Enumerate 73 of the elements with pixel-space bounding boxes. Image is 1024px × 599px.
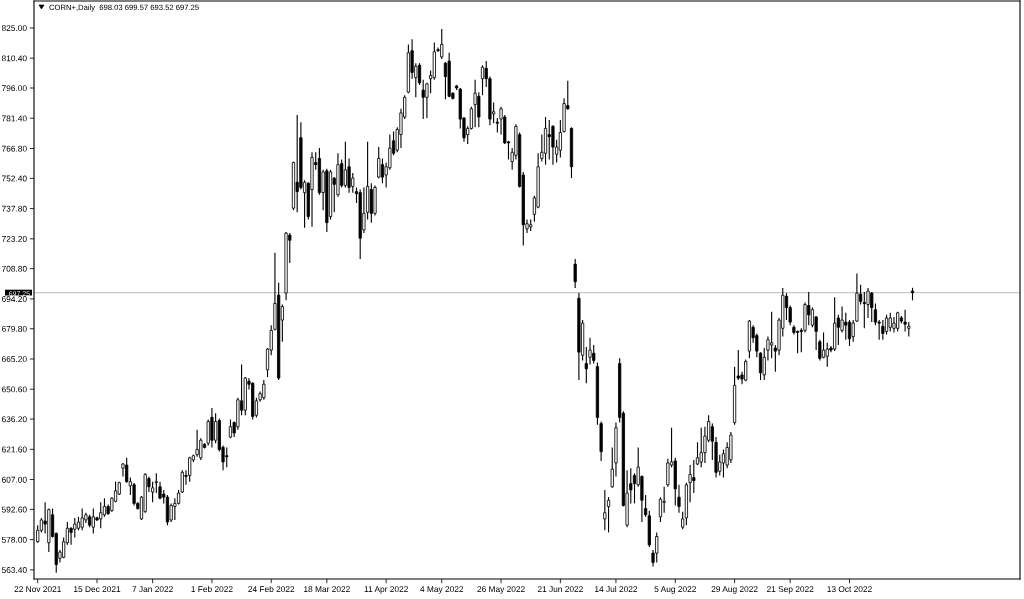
candlestick: [810, 307, 815, 328]
y-tick-label: 592.60: [1, 506, 27, 513]
candlestick: [892, 316, 896, 334]
candlestick: [699, 427, 703, 468]
candlestick: [770, 311, 774, 359]
candlestick: [380, 157, 385, 184]
x-tick-label: 7 Jan 2022: [132, 586, 173, 593]
candlestick: [573, 258, 577, 289]
candlestick: [417, 62, 422, 86]
candlestick: [377, 146, 381, 179]
candlestick: [195, 429, 199, 458]
candlestick: [870, 291, 874, 323]
y-tick-label: 636.20: [1, 416, 27, 423]
candlestick: [692, 459, 696, 494]
candlestick: [881, 319, 885, 341]
candlestick: [658, 496, 663, 523]
candlestick: [603, 489, 607, 531]
y-tick-label: 810.40: [1, 55, 27, 62]
x-tick-label: 29 Aug 2022: [711, 586, 758, 594]
candlestick: [440, 28, 444, 60]
candlestick: [721, 448, 726, 479]
candlestick: [844, 312, 848, 341]
y-tick-label: 578.00: [1, 536, 27, 543]
x-tick-label: 14 Jul 2022: [595, 585, 638, 593]
candlestick: [884, 314, 889, 336]
x-tick-label: 13 Oct 2022: [827, 586, 872, 593]
candlestick: [606, 496, 611, 533]
candlestick: [80, 508, 84, 531]
candlestick: [99, 501, 103, 529]
y-tick-label: 563.40: [1, 567, 27, 573]
candlestick: [551, 124, 555, 166]
candlestick: [888, 312, 892, 332]
candlestick: [210, 407, 214, 449]
candlestick: [655, 531, 659, 563]
candlestick: [343, 141, 347, 189]
y-tick-label: 665.20: [1, 356, 27, 363]
y-tick-label: 737.80: [2, 205, 27, 212]
x-tick-label: 26 May 2022: [477, 586, 525, 594]
candlestick: [225, 446, 229, 468]
candlestick: [480, 64, 485, 96]
x-tick-label: 21 Jun 2022: [537, 586, 583, 593]
x-tick-label: 22 Nov 2021: [14, 586, 61, 593]
candlestick: [758, 351, 763, 381]
candlestick: [262, 379, 266, 401]
x-tick-label: 21 Sep 2022: [766, 586, 814, 594]
y-tick-label: 694.20: [1, 296, 27, 303]
candlestick: [847, 319, 852, 347]
candlestick: [795, 329, 800, 354]
candlestick: [821, 331, 826, 359]
y-tick-label: 825.00: [1, 25, 27, 32]
y-tick-label: 752.40: [2, 175, 27, 182]
candlestick: [473, 79, 477, 128]
candlestick: [662, 486, 666, 514]
y-tick-label: 723.20: [2, 236, 27, 242]
x-tick-label: 15 Dec 2021: [74, 586, 121, 593]
x-tick-label: 5 Aug 2022: [654, 586, 696, 594]
y-tick-label: 650.60: [1, 386, 27, 393]
y-tick-label: 781.40: [2, 115, 27, 122]
y-tick-label: 766.80: [2, 145, 27, 152]
x-tick-label: 24 Feb 2022: [248, 585, 295, 593]
x-tick-label: 11 Apr 2022: [364, 586, 408, 594]
x-tick-label: 18 Mar 2022: [304, 586, 350, 593]
y-tick-label: 708.80: [2, 265, 27, 272]
candlestick: [547, 119, 551, 161]
candlestick: [295, 114, 299, 213]
x-tick-label: 4 May 2022: [420, 586, 464, 594]
y-tick-label: 607.00: [1, 476, 27, 483]
y-tick-label: 679.80: [1, 325, 27, 332]
x-tick-label: 1 Feb 2022: [191, 585, 233, 593]
candlestick: [421, 79, 425, 120]
y-tick-label: 796.00: [2, 85, 27, 92]
y-tick-label: 621.60: [1, 446, 27, 453]
candlestick: [443, 61, 448, 100]
